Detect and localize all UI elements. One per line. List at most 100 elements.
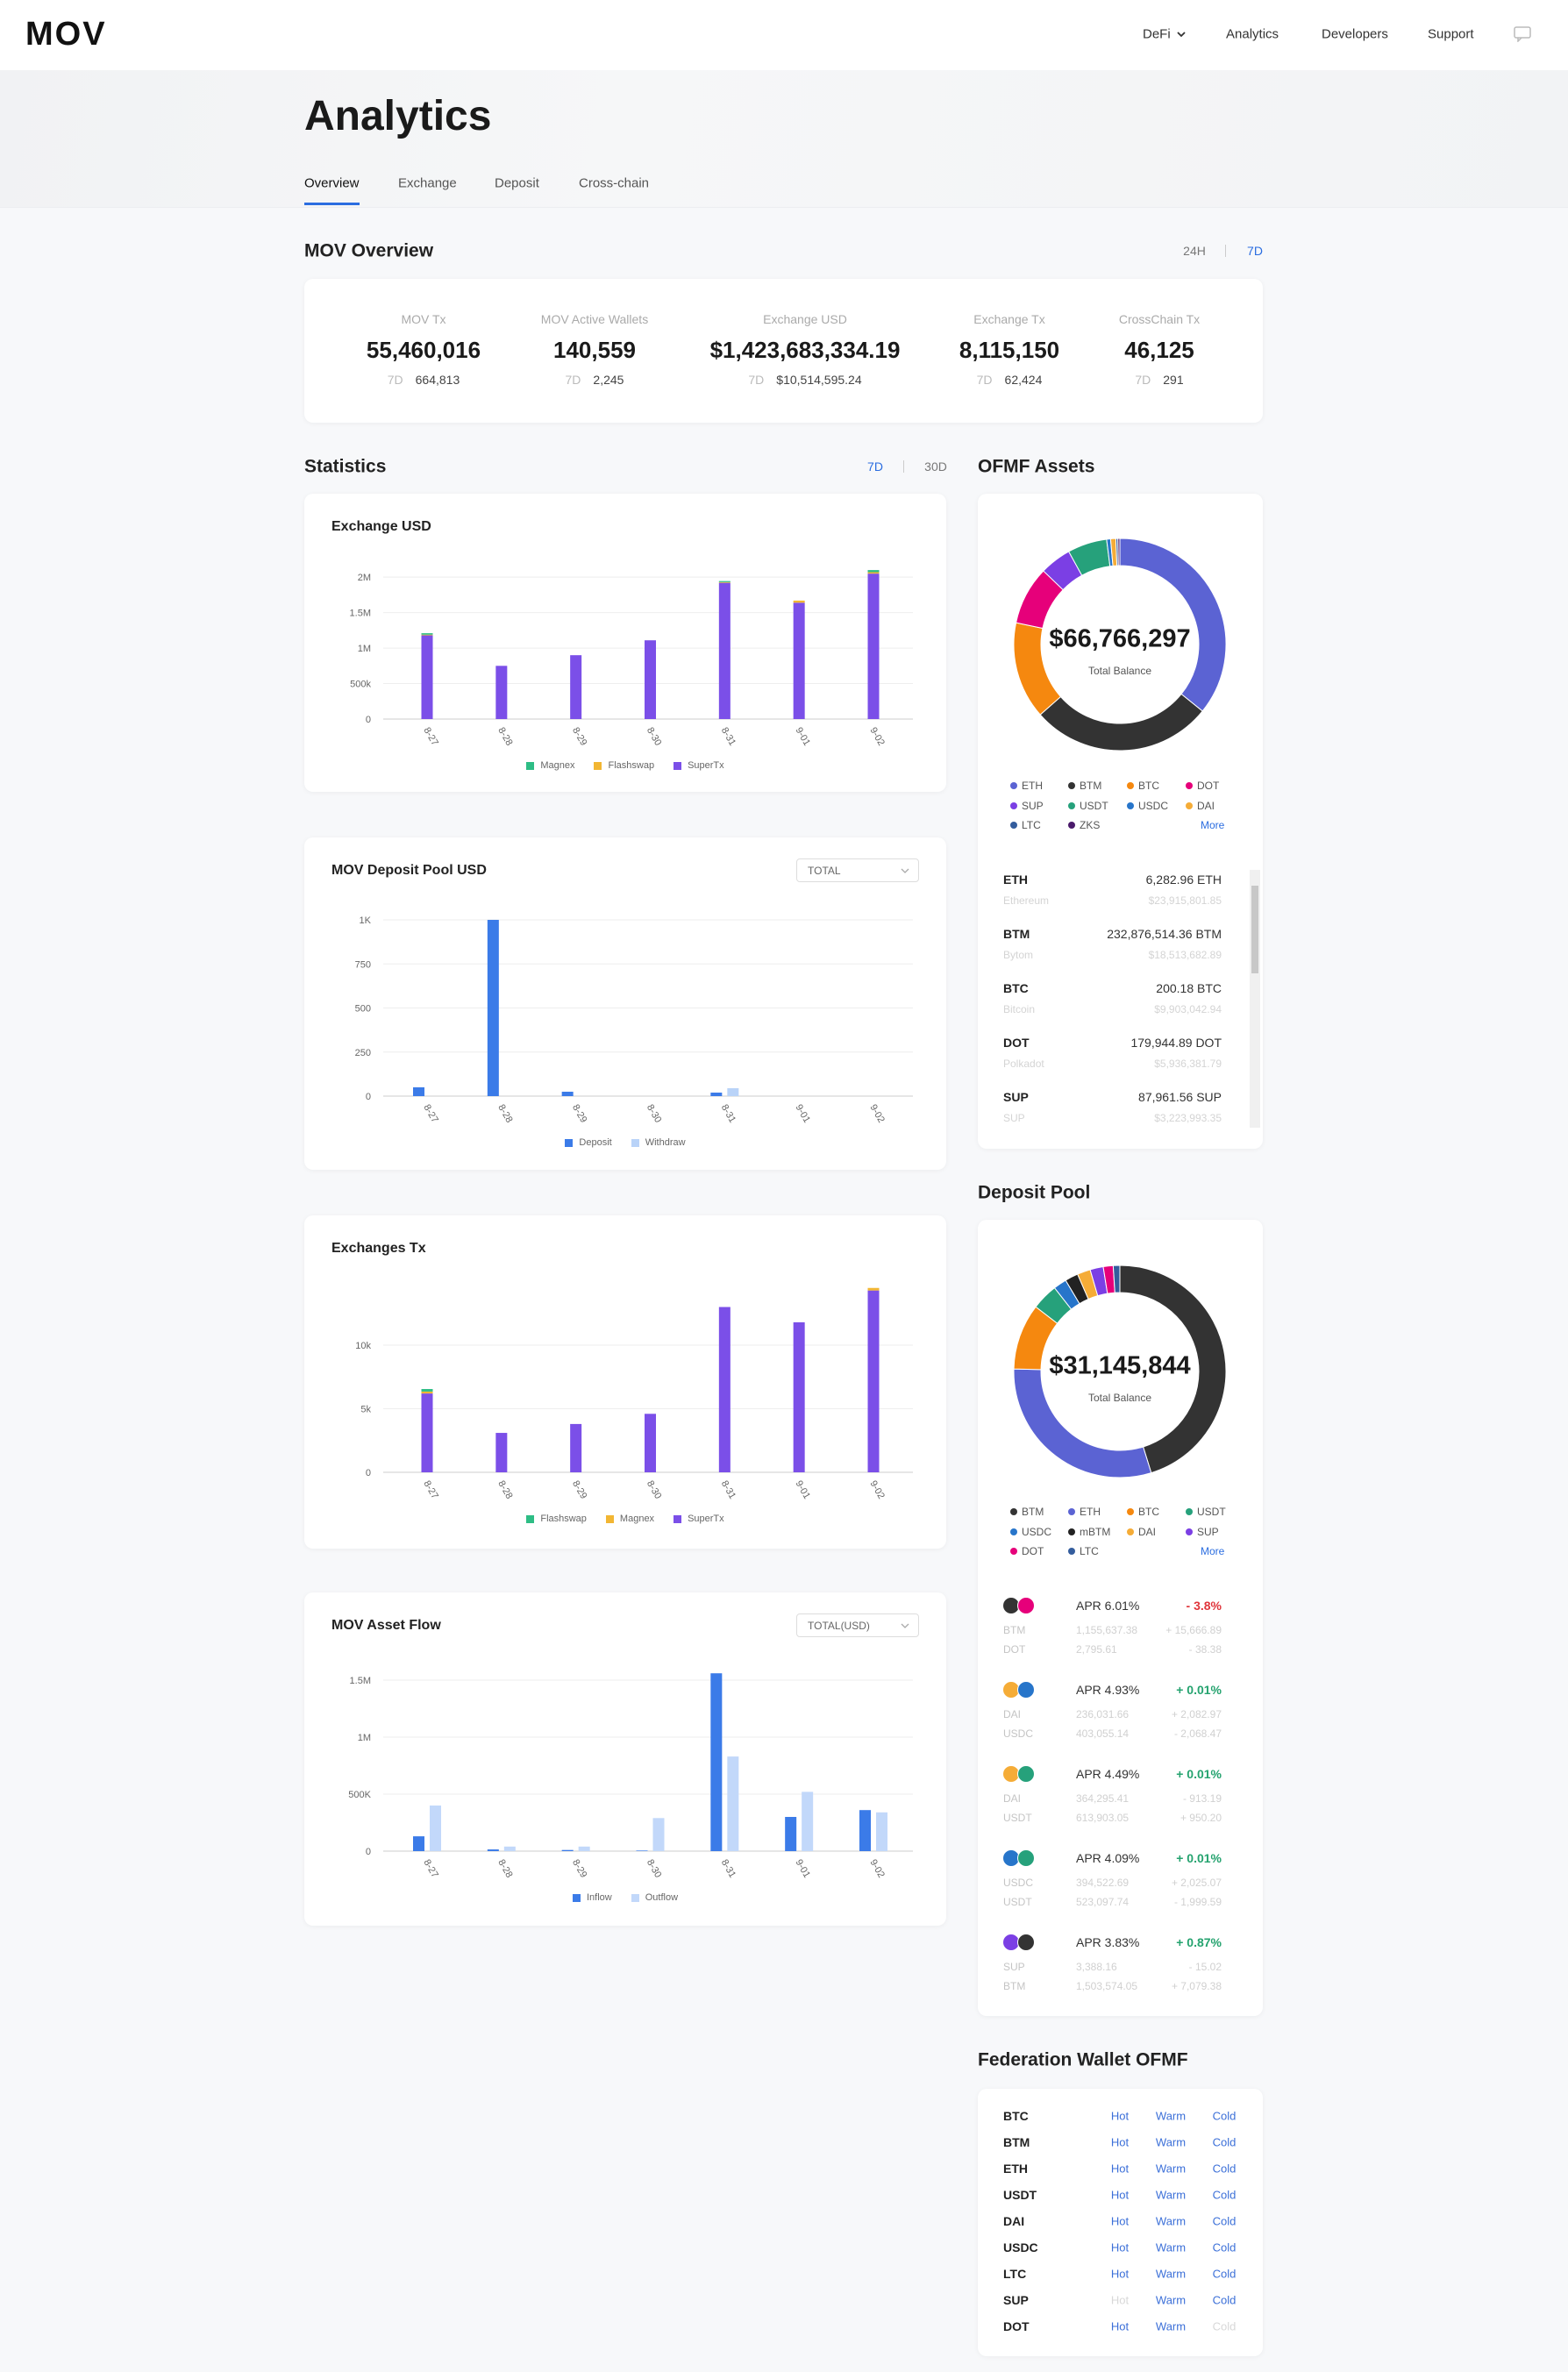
bar [652, 1818, 665, 1851]
x-tick-label: 8-28 [495, 1479, 514, 1501]
x-tick-label: 8-27 [421, 1103, 439, 1125]
wallet-link[interactable]: Cold [1212, 2162, 1237, 2176]
legend-label[interactable]: USDC [1138, 799, 1169, 812]
legend: Inflow Outflow [304, 1891, 946, 1905]
wallet-link[interactable]: Hot [1110, 2109, 1130, 2123]
legend-label[interactable]: DAI [1197, 799, 1215, 812]
wallet-link[interactable]: Warm [1155, 2293, 1187, 2307]
nav-item[interactable]: Support [1428, 26, 1474, 42]
pool-asset: BTM [1003, 1980, 1026, 1992]
tab[interactable]: Cross-chain [579, 175, 650, 191]
legend-label[interactable]: LTC [1080, 1545, 1099, 1557]
legend-label[interactable]: ZKS [1080, 819, 1101, 831]
legend-item[interactable]: Magnex [605, 1514, 654, 1524]
scrollbar-thumb[interactable] [1251, 886, 1258, 973]
wallet-link[interactable]: Warm [1155, 2319, 1187, 2333]
wallet-link[interactable]: Warm [1155, 2267, 1187, 2281]
apr: APR 4.09% [1076, 1851, 1140, 1865]
dropdown[interactable]: TOTAL(USD) [796, 1613, 919, 1637]
dropdown[interactable]: TOTAL [796, 858, 919, 882]
legend-label[interactable]: USDC [1022, 1525, 1052, 1538]
legend-label[interactable]: USDT [1197, 1506, 1226, 1518]
legend-item[interactable]: Withdraw [631, 1137, 686, 1148]
wallet-link[interactable]: Hot [1110, 2319, 1130, 2333]
wallet-link[interactable]: Cold [1212, 2188, 1237, 2202]
legend-swatch [526, 1514, 535, 1523]
legend-item[interactable]: Flashswap [594, 760, 654, 771]
chat-icon[interactable] [1514, 26, 1531, 42]
wallet-link[interactable]: Cold [1212, 2109, 1237, 2123]
wallet-link[interactable]: Warm [1155, 2109, 1187, 2123]
range-toggle[interactable]: 7D [867, 459, 883, 474]
legend-label[interactable]: DOT [1022, 1545, 1044, 1557]
legend-label[interactable]: SUP [1022, 799, 1044, 812]
tab[interactable]: Deposit [495, 175, 539, 191]
legend-label: Outflow [645, 1891, 679, 1903]
wallet-link[interactable]: Cold [1212, 2293, 1237, 2307]
wallet-link[interactable]: Warm [1155, 2135, 1187, 2149]
legend-item[interactable]: Inflow [572, 1892, 612, 1903]
wallet-link[interactable]: Warm [1155, 2188, 1187, 2202]
coin-icon [1017, 1597, 1035, 1614]
legend-label[interactable]: DAI [1138, 1525, 1157, 1538]
legend-item[interactable]: SuperTx [674, 1514, 724, 1524]
legend-label[interactable]: USDT [1080, 799, 1108, 812]
legend-item[interactable]: Magnex [526, 760, 574, 771]
legend-dot [1127, 801, 1134, 809]
legend-label[interactable]: BTC [1138, 1506, 1159, 1518]
legend-dot [1068, 1508, 1075, 1515]
legend-label[interactable]: BTM [1022, 1506, 1044, 1518]
legend-item[interactable]: Deposit [565, 1137, 612, 1148]
wallet-link[interactable]: Cold [1212, 2267, 1237, 2281]
x-tick-label: 9-01 [794, 1479, 812, 1501]
wallet-link[interactable]: Cold [1212, 2214, 1237, 2228]
wallet-link[interactable]: Cold [1212, 2240, 1237, 2254]
x-tick-label: 8-27 [421, 726, 439, 748]
legend-item[interactable]: Outflow [631, 1891, 679, 1903]
nav-item[interactable]: Developers [1322, 26, 1388, 42]
legend-dot [1186, 1528, 1193, 1535]
nav-item[interactable]: DeFi [1143, 26, 1171, 42]
chart: 0 500k 1M 1.5M 2M 8-27 8-28 8-29 8-30 8-31 9-01 9-0… [350, 570, 913, 748]
range-toggle[interactable]: 30D [924, 459, 947, 474]
legend-more[interactable]: More [1201, 1545, 1225, 1557]
wallet-link[interactable]: Hot [1110, 2240, 1130, 2254]
wallet-link[interactable]: Hot [1110, 2214, 1130, 2228]
legend: Magnex Flashswap SuperTx [304, 759, 946, 773]
range-toggle[interactable]: 24H [1183, 244, 1206, 258]
stat-sub: 7D $10,514,595.24 [748, 372, 861, 388]
legend-item[interactable]: SuperTx [674, 760, 724, 771]
legend-label[interactable]: DOT [1197, 780, 1220, 792]
tab[interactable]: Exchange [398, 175, 457, 191]
wallet-link[interactable]: Warm [1155, 2240, 1187, 2254]
wallet-link[interactable]: Cold [1212, 2135, 1237, 2149]
wallet-link[interactable]: Hot [1110, 2162, 1130, 2176]
legend-label[interactable]: ETH [1080, 1506, 1101, 1518]
dropdown-label: TOTAL(USD) [808, 1620, 870, 1632]
divider [1225, 245, 1226, 257]
legend-more[interactable]: More [1201, 819, 1225, 831]
range-toggle[interactable]: 7D [1247, 244, 1263, 258]
tab[interactable]: Overview [304, 175, 360, 191]
federation-card [978, 2089, 1263, 2356]
logo[interactable]: MOV [25, 16, 107, 53]
stat-label: MOV Tx [401, 312, 446, 326]
legend-item[interactable]: Flashswap [526, 1514, 587, 1524]
wallet-link[interactable]: Hot [1110, 2267, 1130, 2281]
legend: Deposit Withdraw [304, 1136, 946, 1150]
legend-label[interactable]: BTC [1138, 780, 1159, 792]
nav-item[interactable]: Analytics [1226, 26, 1279, 42]
wallet-link[interactable]: Warm [1155, 2214, 1187, 2228]
asset-amount: 179,944.89 DOT [1130, 1036, 1222, 1050]
legend-label[interactable]: ETH [1022, 780, 1043, 792]
wallet-link[interactable]: Hot [1110, 2135, 1130, 2149]
legend-label[interactable]: BTM [1080, 780, 1102, 792]
wallet-link[interactable]: Hot [1110, 2188, 1130, 2202]
legend-label[interactable]: mBTM [1080, 1525, 1111, 1538]
coin-icon [1017, 1934, 1035, 1951]
legend-label[interactable]: LTC [1022, 819, 1041, 831]
wallet-link[interactable]: Warm [1155, 2162, 1187, 2176]
legend-label[interactable]: SUP [1197, 1525, 1219, 1538]
bar-segment [570, 655, 582, 719]
